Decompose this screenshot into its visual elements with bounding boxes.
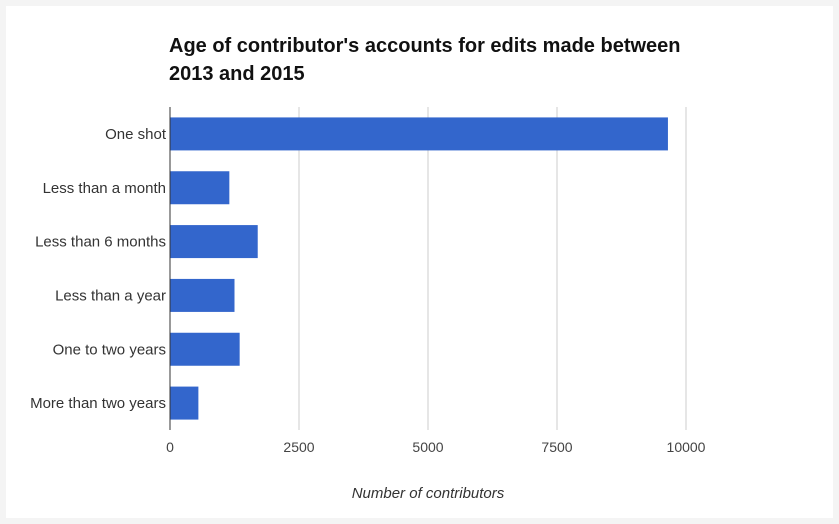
x-axis-title: Number of contributors bbox=[352, 485, 505, 502]
bar bbox=[170, 171, 230, 205]
x-tick-label: 7500 bbox=[541, 439, 572, 455]
chart-title: Age of contributor's accounts for edits … bbox=[169, 35, 681, 85]
gridlines bbox=[298, 107, 687, 430]
bar bbox=[170, 332, 240, 366]
bar bbox=[170, 225, 258, 259]
bar bbox=[170, 386, 199, 420]
bar bbox=[170, 278, 235, 312]
category-label: Less than a month bbox=[43, 180, 166, 197]
category-labels: One shot Less than a month Less than 6 mon… bbox=[30, 126, 167, 412]
x-tick-label: 10000 bbox=[667, 439, 706, 455]
bars bbox=[170, 117, 668, 420]
category-label: One shot bbox=[105, 126, 167, 143]
category-label: One to two years bbox=[53, 341, 166, 358]
x-tick-labels: 0 2500 5000 7500 10000 bbox=[166, 439, 706, 455]
x-tick-label: 2500 bbox=[283, 439, 314, 455]
x-tick-label: 5000 bbox=[412, 439, 443, 455]
bar bbox=[170, 117, 668, 151]
category-label: More than two years bbox=[30, 395, 166, 412]
chart-frame bbox=[6, 6, 833, 518]
x-tick-label: 0 bbox=[166, 439, 174, 455]
category-label: Less than a year bbox=[55, 287, 166, 304]
category-label: Less than 6 months bbox=[35, 234, 166, 251]
